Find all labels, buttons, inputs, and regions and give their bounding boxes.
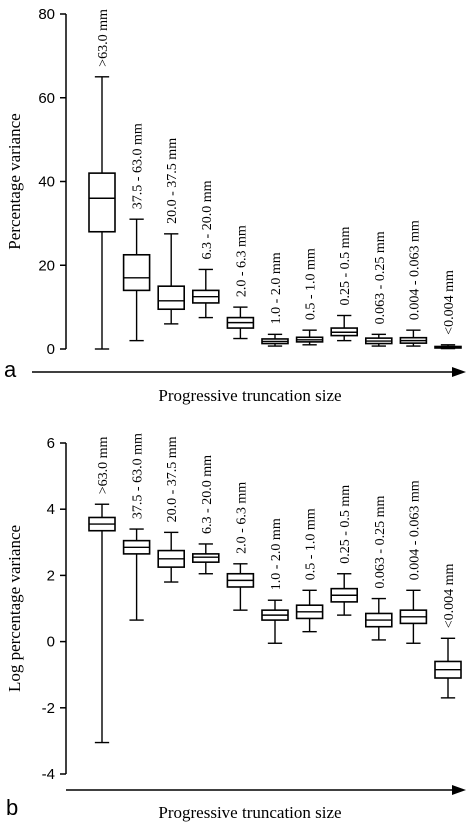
category-label: 37.5 - 63.0 mm xyxy=(131,123,146,209)
category-label: <0.004 mm xyxy=(442,270,457,335)
category-label: 6.3 - 20.0 mm xyxy=(200,455,215,534)
category-label: 2.0 - 6.3 mm xyxy=(234,482,249,554)
truncation-arrow-head xyxy=(452,367,466,377)
y-tick-label: 2 xyxy=(47,567,55,584)
panel-a: a 0 20 40 60 80 Percentage variance >63.0 mm 37… xyxy=(4,6,466,405)
category-label: 0.5 - 1.0 mm xyxy=(304,248,319,320)
truncation-arrow-head xyxy=(452,785,466,795)
panel-label-a: a xyxy=(4,357,17,382)
category-label: 6.3 - 20.0 mm xyxy=(200,180,215,259)
category-label: 20.0 - 37.5 mm xyxy=(165,138,180,224)
category-label: 0.25 - 0.5 mm xyxy=(338,485,353,564)
y-tick-label: 0 xyxy=(47,634,55,651)
category-label: 0.004 - 0.063 mm xyxy=(407,220,422,320)
y-tick-label: 40 xyxy=(38,174,55,191)
category-label: >63.0 mm xyxy=(96,9,111,67)
y-tick-label: 6 xyxy=(47,435,55,452)
y-tick-label: -4 xyxy=(42,766,55,783)
y-tick-label: 20 xyxy=(38,257,55,274)
category-label: 1.0 - 2.0 mm xyxy=(269,252,284,324)
category-label: 0.25 - 0.5 mm xyxy=(338,226,353,305)
category-label: 0.5 - 1.0 mm xyxy=(304,508,319,580)
y-axis-title: Log percentage variance xyxy=(5,525,24,692)
box-iqr xyxy=(122,253,151,292)
box-iqr xyxy=(192,553,220,563)
category-label: 0.004 - 0.063 mm xyxy=(407,480,422,580)
y-tick-label: 80 xyxy=(38,6,55,23)
category-label: >63.0 mm xyxy=(96,436,111,494)
panel-label-b: b xyxy=(6,795,18,820)
y-tick-label: -2 xyxy=(42,700,55,717)
category-label: <0.004 mm xyxy=(442,564,457,629)
y-axis-title: Percentage variance xyxy=(5,113,24,249)
y-tick-label: 0 xyxy=(47,341,55,358)
category-label: 20.0 - 37.5 mm xyxy=(165,436,180,522)
category-label: 37.5 - 63.0 mm xyxy=(131,433,146,519)
box-iqr xyxy=(157,285,185,311)
box-iqr xyxy=(88,172,116,233)
y-tick-label: 4 xyxy=(47,501,55,518)
panel-b: b -4 -2 0 2 4 6 Log percentage variance >63.0 m… xyxy=(5,433,466,822)
x-axis-title: Progressive truncation size xyxy=(158,386,341,405)
category-label: 0.063 - 0.25 mm xyxy=(373,496,388,589)
y-tick-label: 60 xyxy=(38,90,55,107)
category-label: 2.0 - 6.3 mm xyxy=(234,225,249,297)
category-label: 1.0 - 2.0 mm xyxy=(269,518,284,590)
category-label: 0.063 - 0.25 mm xyxy=(373,231,388,324)
x-axis-title: Progressive truncation size xyxy=(158,803,341,822)
